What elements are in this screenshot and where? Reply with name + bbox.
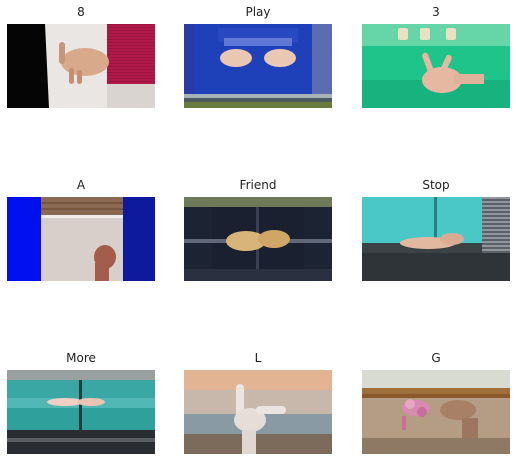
panel-title: L bbox=[254, 351, 262, 365]
panel-title: Friend bbox=[239, 178, 277, 192]
sign-photo bbox=[7, 197, 155, 281]
sign-photo bbox=[184, 24, 332, 108]
sign-photo bbox=[7, 370, 155, 454]
panel-title: More bbox=[66, 351, 96, 365]
panel-title: 8 bbox=[77, 5, 85, 19]
sign-photo bbox=[184, 197, 332, 281]
panel-title: 3 bbox=[432, 5, 440, 19]
sign-photo bbox=[362, 24, 510, 108]
sign-photo bbox=[184, 370, 332, 454]
sign-photo bbox=[7, 24, 155, 108]
sign-photo bbox=[362, 197, 510, 281]
panel-title: Play bbox=[245, 5, 271, 19]
panel-title: A bbox=[76, 178, 86, 192]
panel-title: Stop bbox=[422, 178, 450, 192]
sign-photo bbox=[362, 370, 510, 454]
panel-title: G bbox=[431, 351, 441, 365]
